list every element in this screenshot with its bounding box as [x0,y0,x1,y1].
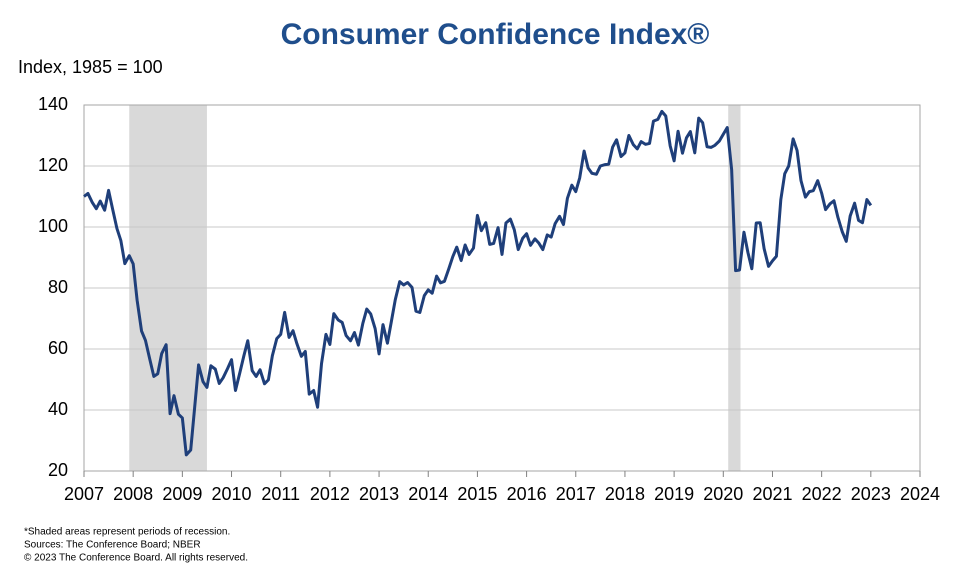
x-tick-label: 2023 [851,484,891,504]
x-tick-label: 2013 [359,484,399,504]
x-tick-label: 2014 [408,484,448,504]
data-line [83,109,873,457]
x-tick-label: 2024 [900,484,940,504]
x-tick-label: 2021 [752,484,792,504]
y-tick-label: 120 [38,155,68,175]
y-tick-label: 20 [48,460,68,480]
y-tick-label: 140 [38,94,68,114]
plot-border [83,104,921,472]
chart-title: Consumer Confidence Index® [281,18,710,51]
x-tick-label: 2015 [457,484,497,504]
x-tick-label: 2019 [654,484,694,504]
x-tick-label: 2020 [703,484,743,504]
x-tick-label: 2016 [507,484,547,504]
x-tick-label: 2009 [162,484,202,504]
x-tick-label: 2022 [802,484,842,504]
x-tick-label: 2012 [310,484,350,504]
x-tick-label: 2007 [64,484,104,504]
footnote: Sources: The Conference Board; NBER [24,540,201,551]
x-tick-label: 2008 [113,484,153,504]
y-tick-label: 40 [48,399,68,419]
footnote: *Shaded areas represent periods of reces… [24,527,230,538]
x-tick-label: 2017 [556,484,596,504]
x-tick-label: 2011 [261,484,300,504]
y-tick-label: 100 [38,216,68,236]
x-tick-label: 2018 [605,484,645,504]
y-tick-label: 80 [48,277,68,297]
x-tick-label: 2010 [212,484,252,504]
y-tick-label: 60 [48,338,68,358]
y-axis-label: Index, 1985 = 100 [18,57,163,77]
footnote: © 2023 The Conference Board. All rights … [24,553,248,564]
